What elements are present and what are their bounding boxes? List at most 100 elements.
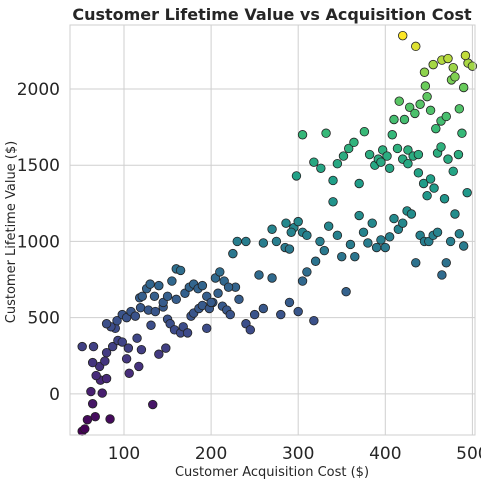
scatter-point bbox=[448, 166, 458, 177]
scatter-point bbox=[422, 191, 432, 201]
scatter-point bbox=[413, 149, 424, 160]
scatter-point bbox=[441, 258, 451, 268]
scatter-point bbox=[344, 143, 354, 154]
scatter-point bbox=[267, 224, 277, 234]
scatter-point bbox=[448, 62, 458, 73]
scatter-point bbox=[403, 145, 413, 155]
scatter-point bbox=[338, 151, 349, 161]
scatter-point bbox=[367, 218, 377, 228]
scatter-point bbox=[223, 282, 234, 292]
scatter-point bbox=[328, 197, 338, 207]
scatter-point bbox=[439, 194, 450, 204]
scatter-point bbox=[258, 238, 269, 248]
scatter-point bbox=[309, 315, 319, 326]
ticks-layer: 100 200 300 400 500 0 500 1000 1500 2000 bbox=[17, 80, 481, 464]
scatter-point bbox=[117, 337, 127, 347]
scatter-point bbox=[413, 168, 424, 178]
scatter-point bbox=[87, 357, 98, 368]
scatter-point bbox=[215, 267, 225, 277]
scatter-point bbox=[161, 343, 171, 353]
scatter-point bbox=[428, 59, 438, 70]
scatter-point bbox=[167, 276, 177, 286]
scatter-point bbox=[454, 229, 465, 239]
scatter-point bbox=[328, 175, 338, 186]
scatter-point bbox=[410, 108, 420, 119]
scatter-point bbox=[432, 227, 443, 237]
scatter-point bbox=[429, 183, 439, 193]
scatter-point bbox=[364, 149, 375, 160]
scatter-point bbox=[403, 158, 413, 169]
points-layer bbox=[77, 30, 478, 436]
chart-title: Customer Lifetime Value vs Acquisition C… bbox=[72, 5, 472, 24]
scatter-point bbox=[443, 154, 453, 164]
x-tick-label: 200 bbox=[195, 444, 227, 464]
scatter-point bbox=[136, 344, 147, 355]
y-axis-label: Customer Lifetime Value ($) bbox=[4, 141, 19, 323]
scatter-point bbox=[175, 265, 186, 276]
scatter-point bbox=[389, 213, 399, 224]
scatter-point bbox=[154, 280, 164, 291]
scatter-point bbox=[419, 67, 430, 77]
x-tick-label: 400 bbox=[369, 444, 401, 464]
scatter-point bbox=[293, 216, 303, 227]
scatter-point bbox=[337, 251, 347, 262]
scatter-point bbox=[101, 373, 112, 384]
scatter-point bbox=[376, 235, 386, 245]
scatter-point bbox=[232, 236, 242, 247]
scatter-point bbox=[286, 227, 296, 237]
scatter-point bbox=[284, 297, 295, 308]
y-tick-label: 0 bbox=[49, 385, 60, 405]
scatter-point bbox=[162, 291, 173, 302]
scatter-point bbox=[406, 209, 417, 219]
scatter-point bbox=[358, 227, 369, 237]
scatter-point bbox=[100, 356, 110, 366]
scatter-point bbox=[87, 399, 98, 409]
scatter-point bbox=[458, 241, 469, 251]
scatter-point bbox=[254, 270, 264, 280]
scatter-point bbox=[112, 315, 122, 326]
scatter-point bbox=[384, 163, 395, 173]
scatter-point bbox=[101, 348, 112, 358]
scatter-point bbox=[146, 320, 156, 330]
scatter-point bbox=[82, 415, 93, 425]
scatter-point bbox=[399, 114, 410, 125]
scatter-point bbox=[291, 171, 302, 181]
scatter-point bbox=[316, 163, 326, 173]
scatter-point bbox=[130, 311, 141, 321]
x-tick-label: 300 bbox=[282, 444, 314, 464]
scatter-point bbox=[445, 236, 456, 247]
scatter-point bbox=[441, 111, 451, 122]
scatter-point bbox=[149, 291, 160, 302]
scatter-point bbox=[436, 142, 446, 152]
scatter-point bbox=[354, 210, 364, 221]
scatter-point bbox=[425, 105, 436, 116]
scatter-point bbox=[91, 370, 101, 381]
scatter-point bbox=[418, 178, 429, 189]
y-tick-label: 1000 bbox=[17, 232, 60, 252]
scatter-point bbox=[404, 102, 415, 113]
scatter-point bbox=[411, 41, 421, 52]
scatter-point bbox=[154, 349, 164, 359]
scatter-point bbox=[462, 187, 472, 198]
scatter-point bbox=[97, 388, 107, 398]
scatter-point bbox=[384, 232, 395, 242]
scatter-point bbox=[77, 341, 87, 352]
scatter-point bbox=[297, 276, 308, 286]
scatter-point bbox=[460, 50, 471, 61]
scatter-point bbox=[359, 126, 370, 137]
plot-frame bbox=[69, 24, 476, 436]
scatter-point bbox=[213, 288, 223, 298]
scatter-point bbox=[228, 248, 238, 259]
scatter-point bbox=[420, 81, 431, 91]
scatter-point bbox=[182, 328, 193, 338]
scatter-point bbox=[121, 354, 132, 364]
x-tick-label: 500 bbox=[456, 444, 481, 464]
scatter-point bbox=[284, 244, 295, 254]
y-tick-label: 2000 bbox=[17, 80, 60, 100]
scatter-point bbox=[148, 399, 158, 410]
scatter-point bbox=[382, 151, 392, 161]
scatter-point bbox=[389, 114, 399, 125]
scatter-point bbox=[135, 303, 146, 313]
